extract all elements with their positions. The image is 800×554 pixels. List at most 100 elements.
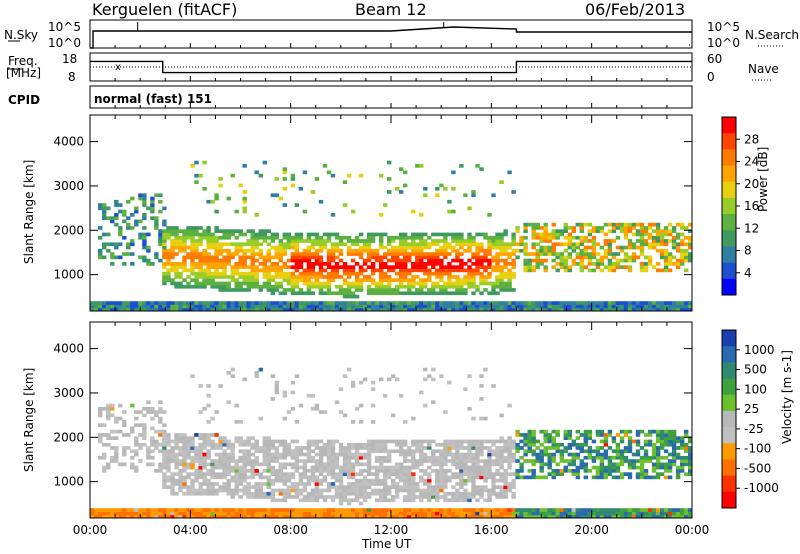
power-cell	[507, 271, 512, 276]
power-cell	[615, 235, 621, 240]
velocity-cell	[639, 455, 645, 460]
velocity-cell	[238, 455, 243, 460]
power-cell	[162, 278, 167, 282]
power-cell	[142, 304, 147, 309]
power-cell	[302, 170, 308, 175]
velocity-cell	[403, 439, 408, 444]
velocity-cell	[282, 455, 287, 460]
power-cell	[106, 304, 111, 309]
velocity-cell	[346, 442, 352, 447]
power-cell	[479, 271, 484, 276]
velocity-cell	[222, 459, 227, 463]
power-cell	[503, 271, 508, 276]
power-cell	[595, 304, 601, 309]
power-cell	[623, 301, 629, 305]
velocity-cell	[374, 511, 380, 516]
power-cell	[102, 216, 107, 220]
nsky-tick-bot: 10^0	[48, 36, 81, 50]
velocity-cell	[555, 508, 560, 512]
power-cell	[663, 304, 669, 309]
velocity-cell	[555, 511, 560, 516]
velocity-cell	[254, 508, 259, 512]
velocity-cell	[415, 508, 420, 512]
power-cell	[575, 307, 580, 312]
power-cell	[567, 304, 572, 309]
power-cell	[427, 245, 432, 250]
power-cell	[370, 235, 376, 240]
velocity-cell	[463, 488, 468, 493]
velocity-cell	[499, 495, 504, 499]
power-cell	[302, 307, 308, 312]
velocity-cell	[507, 482, 512, 486]
power-cell	[198, 255, 203, 260]
velocity-cell	[186, 488, 191, 493]
power-cell	[495, 242, 500, 247]
velocity-cell	[266, 475, 271, 480]
velocity-cell	[479, 511, 484, 516]
power-cell	[334, 304, 340, 309]
power-cell	[391, 239, 396, 243]
velocity-cell	[499, 449, 504, 454]
velocity-cell	[399, 472, 404, 476]
power-cell	[218, 288, 223, 292]
velocity-cell	[270, 514, 275, 519]
power-cell	[214, 271, 219, 276]
velocity-cell	[282, 442, 287, 447]
power-cell	[491, 242, 496, 247]
velocity-cell	[306, 469, 312, 473]
velocity-cell	[459, 452, 464, 457]
velocity-cell	[503, 508, 508, 512]
velocity-cell	[194, 514, 199, 519]
velocity-cell	[198, 384, 203, 388]
velocity-cell	[527, 442, 532, 447]
power-cell	[447, 301, 452, 305]
velocity-cell	[358, 488, 364, 493]
power-cell	[370, 255, 376, 260]
velocity-cell	[134, 410, 139, 414]
power-cell	[680, 307, 685, 312]
power-cell	[471, 284, 476, 289]
power-cell	[230, 265, 235, 269]
power-cell	[90, 301, 95, 305]
velocity-cell	[667, 429, 673, 434]
velocity-cell	[334, 400, 340, 405]
power-cell	[370, 281, 376, 286]
velocity-cell	[431, 439, 436, 444]
power-cell	[318, 284, 324, 289]
velocity-cell	[671, 514, 677, 519]
power-cell	[627, 301, 633, 305]
power-cell	[254, 213, 259, 217]
velocity-cell	[298, 465, 304, 470]
power-cell	[110, 307, 115, 312]
power-cell	[158, 258, 163, 263]
velocity-cell	[680, 508, 685, 512]
velocity-cell	[374, 449, 380, 454]
velocity-cell	[643, 508, 649, 512]
velocity-cell	[591, 439, 597, 444]
power-cell	[395, 291, 400, 296]
velocity-cell	[591, 514, 597, 519]
power-cell	[387, 239, 392, 243]
velocity-cell	[262, 508, 267, 512]
velocity-cell	[607, 511, 613, 516]
power-cell	[499, 248, 504, 253]
velocity-cell	[274, 380, 279, 385]
velocity-cell	[395, 462, 400, 467]
velocity-cell	[475, 452, 480, 457]
velocity-cell	[294, 485, 300, 489]
velocity-cell	[587, 511, 593, 516]
velocity-cell	[463, 459, 468, 463]
velocity-cell	[623, 472, 629, 476]
freq-tick-bot: 8	[68, 70, 76, 84]
power-cell	[146, 304, 151, 309]
velocity-cell	[443, 485, 448, 489]
power-cell	[579, 307, 584, 312]
velocity-colorbar-swatch	[722, 475, 736, 493]
velocity-cell	[439, 495, 444, 499]
power-cell	[366, 235, 372, 240]
velocity-cell	[202, 433, 207, 437]
velocity-cell	[395, 491, 400, 496]
velocity-cell	[166, 439, 171, 444]
velocity-cell	[684, 455, 689, 460]
power-cell	[142, 199, 147, 204]
